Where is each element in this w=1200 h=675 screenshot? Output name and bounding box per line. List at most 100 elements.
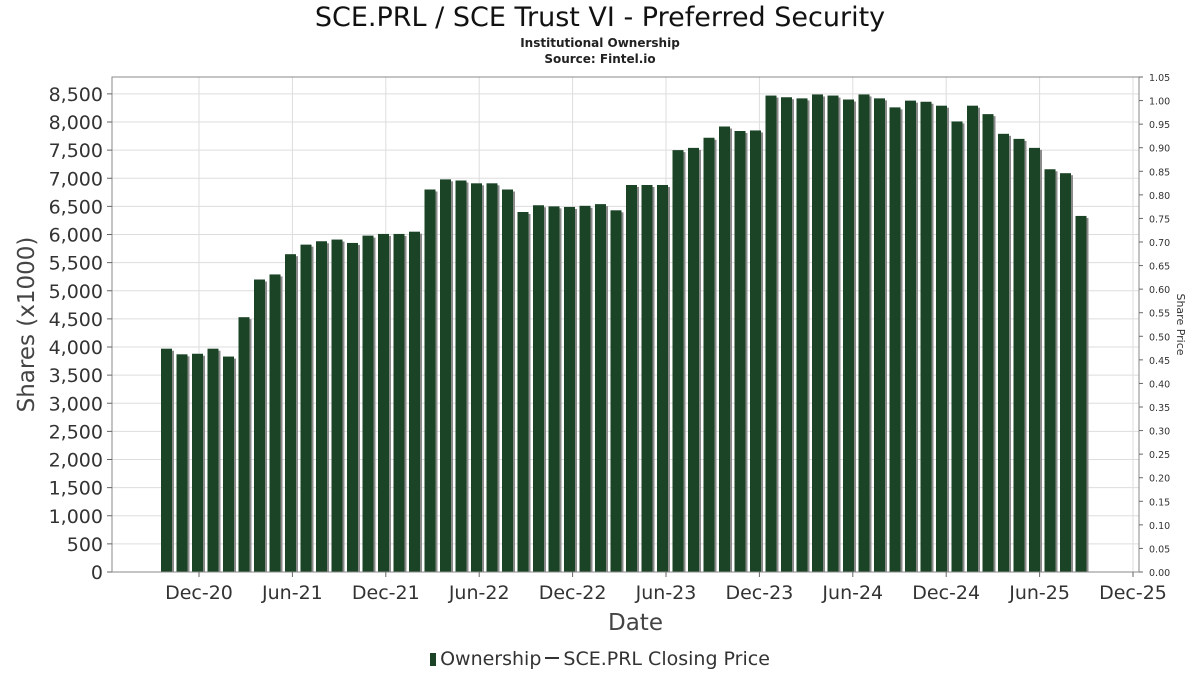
ownership-bar: [719, 126, 730, 572]
ownership-bar: [316, 241, 327, 572]
y-tick-label: 8,000: [49, 112, 103, 134]
ownership-bar: [734, 131, 746, 572]
legend-price: SCE.PRL Closing Price: [563, 648, 770, 670]
y2-tick-label: 0.90: [1149, 144, 1170, 155]
y2-tick-label: 0.85: [1149, 167, 1170, 178]
ownership-bar: [951, 121, 963, 572]
x-tick-label: Dec-20: [165, 582, 233, 604]
y2-tick-label: 1.00: [1149, 97, 1170, 108]
x-tick-label: Dec-21: [352, 582, 420, 604]
chart-source: Source: Fintel.io: [544, 52, 656, 66]
y-tick-label: 3,500: [49, 365, 103, 387]
y2-tick-label: 0.05: [1149, 544, 1170, 555]
y2-tick-label: 0.65: [1149, 262, 1170, 273]
y-tick-label: 0: [91, 562, 103, 584]
ownership-bar: [688, 147, 699, 572]
ownership-bar: [269, 274, 281, 572]
ownership-bar: [843, 99, 854, 572]
ownership-bar: [781, 97, 792, 572]
ownership-bar: [440, 179, 451, 572]
y2-tick-label: 0.30: [1149, 427, 1170, 438]
ownership-bar: [517, 212, 529, 572]
y-tick-label: 500: [67, 534, 103, 556]
ownership-bar: [812, 94, 823, 572]
x-axis-label: Date: [608, 610, 663, 636]
y-tick-label: 5,500: [49, 253, 103, 275]
ownership-bar: [533, 205, 544, 572]
ownership-bar: [1060, 173, 1071, 572]
ownership-bar: [641, 185, 653, 572]
y2-tick-label: 0.00: [1149, 568, 1170, 579]
ownership-bar: [672, 150, 684, 572]
ownership-bar: [967, 105, 978, 572]
ownership-bar: [378, 233, 389, 572]
ownership-bar: [223, 356, 234, 572]
x-tick-label: Jun-24: [821, 582, 883, 604]
y2-axis-label: Share Price: [1174, 293, 1187, 355]
ownership-bar: [285, 254, 296, 572]
plot-frame: [111, 76, 1140, 573]
ownership-bar: [920, 101, 932, 572]
ownership-bar: [874, 98, 885, 572]
y2-tick-label: 1.05: [1149, 73, 1170, 84]
y2-tick-label: 0.40: [1149, 379, 1170, 390]
ownership-bar: [858, 94, 870, 572]
ownership-bar: [936, 105, 947, 572]
y-tick-label: 1,000: [49, 506, 103, 528]
y-tick-label: 7,500: [49, 140, 103, 162]
y2-tick-label: 0.15: [1149, 497, 1170, 508]
y-tick-label: 8,500: [49, 84, 103, 106]
ownership-bar: [409, 231, 420, 572]
ownership-bar: [161, 348, 172, 572]
ownership-bar: [424, 189, 436, 572]
x-tick-label: Dec-24: [912, 582, 980, 604]
y2-tick-label: 0.60: [1149, 285, 1170, 296]
ownership-bar: [564, 206, 575, 572]
x-tick-label: Jun-21: [261, 582, 323, 604]
y2-tick-label: 0.95: [1149, 120, 1170, 131]
y2-tick-label: 0.35: [1149, 403, 1170, 414]
ownership-bar: [703, 137, 715, 572]
y2-tick-label: 0.25: [1149, 450, 1170, 461]
ownership-bar: [331, 239, 343, 572]
ownership-bar: [207, 348, 219, 572]
ownership-bar: [595, 204, 606, 572]
x-tick-label: Jun-25: [1008, 582, 1070, 604]
ownership-bar: [1013, 138, 1025, 572]
y2-tick-label: 0.10: [1149, 521, 1170, 532]
ownership-bar: [347, 242, 358, 572]
y-tick-label: 4,500: [49, 309, 103, 331]
x-tick-label: Jun-23: [635, 582, 697, 604]
ownership-bar: [579, 205, 591, 572]
y-tick-label: 4,000: [49, 337, 103, 359]
ownership-bar: [254, 279, 265, 572]
ownership-bar: [192, 353, 203, 572]
y-tick-label: 2,000: [49, 450, 103, 472]
y2-tick-label: 0.50: [1149, 332, 1170, 343]
ownership-bar: [827, 95, 839, 572]
ownership-swatch: [430, 653, 437, 666]
y-tick-label: 2,500: [49, 421, 103, 443]
y-tick-label: 5,000: [49, 281, 103, 303]
ownership-bar: [455, 180, 467, 572]
y2-tick-label: 0.70: [1149, 238, 1170, 249]
ownership-bar: [176, 354, 188, 572]
y-tick-label: 3,000: [49, 393, 103, 415]
chart-title: SCE.PRL / SCE Trust VI - Preferred Secur…: [314, 2, 886, 33]
y-axis: 0 500 1,000 1,500 2,000 2,500 3,000 3,500 4,000 4…: [49, 84, 112, 584]
ownership-bar: [765, 95, 777, 572]
ownership-bar: [300, 244, 312, 572]
ownership-bar: [362, 235, 374, 572]
x-tick-label: Dec-22: [539, 582, 607, 604]
y-tick-label: 6,500: [49, 196, 103, 218]
ownership-bar: [486, 183, 498, 572]
ownership-bar: [905, 100, 916, 572]
ownership-bar: [1044, 169, 1056, 572]
ownership-bar: [610, 210, 622, 572]
ownership-bar: [626, 185, 637, 572]
y-tick-label: 7,000: [49, 168, 103, 190]
ownership-bar: [889, 107, 901, 572]
ownership-bar: [657, 185, 668, 572]
ownership-bar: [1029, 147, 1040, 572]
